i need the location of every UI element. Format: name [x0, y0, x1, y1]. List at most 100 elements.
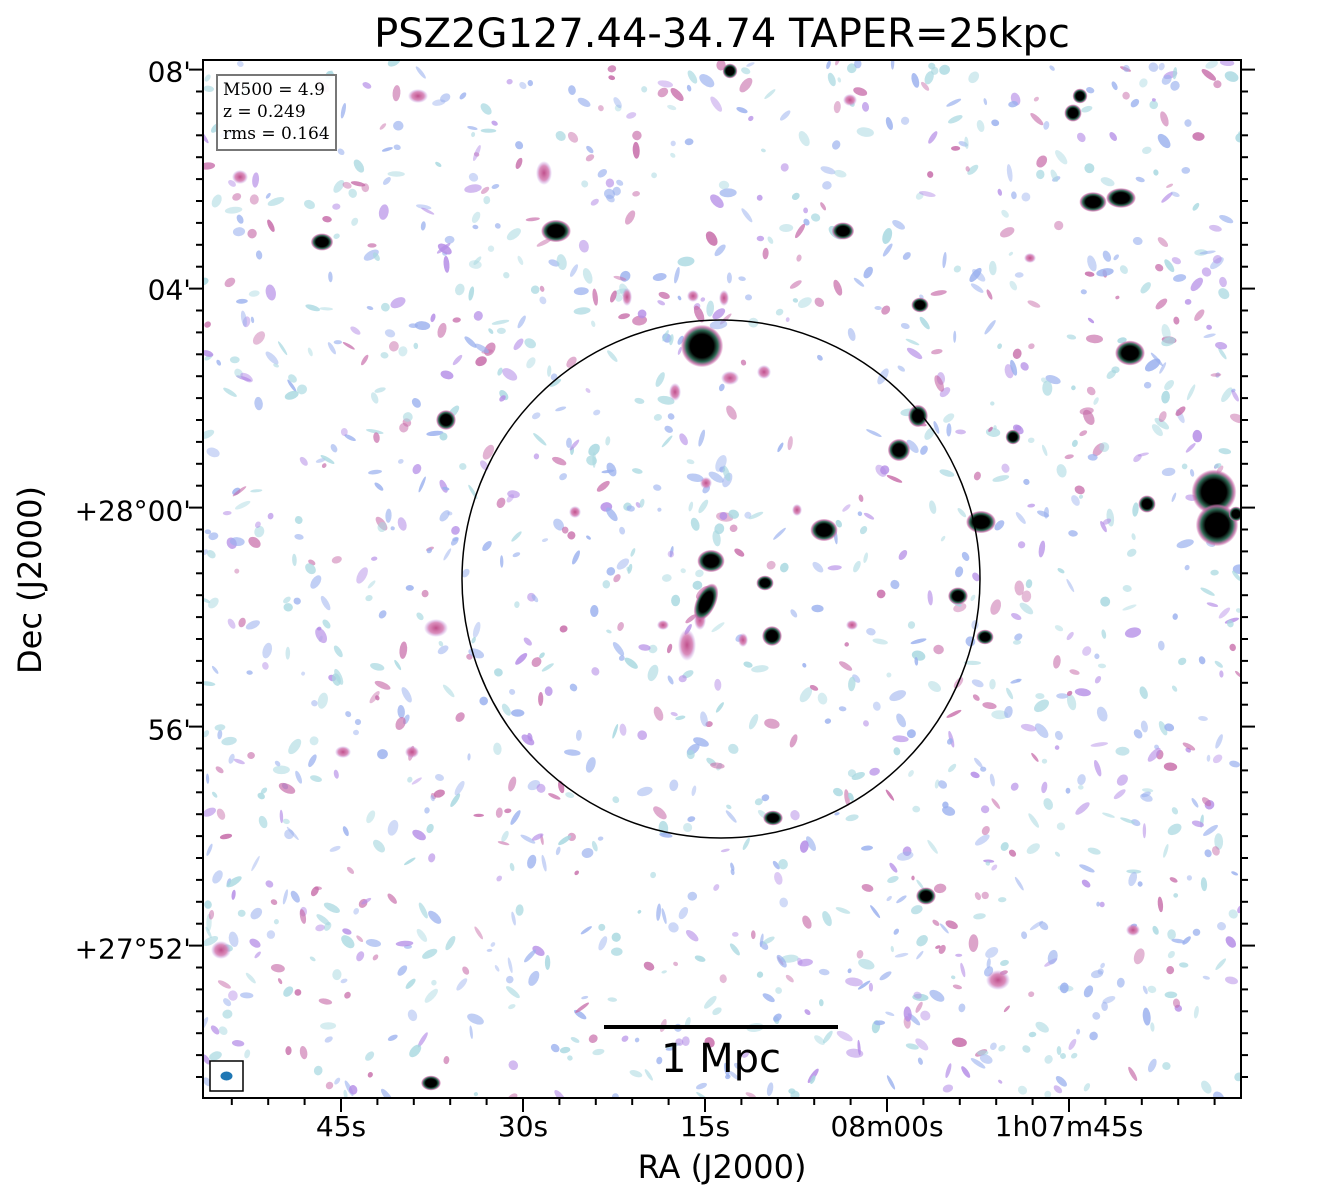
noise-blob	[1225, 936, 1236, 948]
noise-blob	[1044, 1055, 1053, 1064]
noise-blob	[265, 351, 279, 365]
noise-blob	[900, 116, 910, 125]
diffuse-emission	[687, 290, 699, 302]
noise-blob	[221, 736, 237, 746]
noise-blob	[1201, 69, 1217, 81]
noise-blob	[531, 833, 544, 841]
noise-blob	[1192, 202, 1200, 211]
noise-blob	[205, 926, 212, 938]
compact-source	[310, 233, 334, 251]
noise-blob	[1078, 494, 1084, 499]
noise-blob	[327, 342, 336, 355]
noise-blob	[1027, 503, 1036, 508]
noise-blob	[1041, 377, 1047, 383]
noise-blob	[653, 414, 662, 421]
noise-blob	[315, 458, 326, 463]
noise-blob	[887, 876, 899, 883]
noise-blob	[591, 667, 600, 676]
noise-blob	[424, 988, 438, 1003]
noise-blob	[879, 971, 892, 981]
noise-blob	[1184, 119, 1192, 127]
noise-blob	[993, 425, 997, 430]
noise-blob	[1170, 191, 1180, 197]
noise-blob	[938, 944, 946, 954]
noise-blob	[351, 217, 359, 226]
noise-blob	[1000, 842, 1009, 851]
noise-blob	[341, 935, 355, 949]
noise-blob	[329, 845, 341, 852]
noise-blob	[863, 266, 873, 279]
noise-blob	[709, 320, 728, 330]
noise-blob	[539, 652, 545, 659]
noise-blob	[777, 442, 784, 453]
noise-blob	[569, 264, 579, 277]
noise-blob	[558, 835, 572, 846]
noise-blob	[785, 317, 790, 322]
noise-blob	[1215, 958, 1227, 971]
noise-blob	[496, 875, 503, 882]
noise-blob	[1130, 98, 1140, 108]
noise-blob	[1071, 385, 1076, 391]
noise-blob	[1120, 817, 1135, 824]
noise-blob	[629, 1070, 643, 1078]
noise-blob	[992, 475, 1010, 482]
noise-blob	[1081, 105, 1093, 113]
noise-blob	[509, 862, 515, 872]
noise-blob	[1229, 643, 1236, 652]
noise-blob	[761, 794, 770, 802]
noise-blob	[685, 929, 699, 942]
noise-blob	[247, 751, 255, 760]
diffuse-emission	[843, 94, 857, 106]
noise-blob	[1153, 169, 1159, 176]
noise-blob	[342, 181, 352, 189]
noise-blob	[886, 1075, 896, 1090]
noise-blob	[897, 365, 906, 372]
noise-blob	[1214, 463, 1222, 469]
r500-circle	[461, 319, 981, 839]
noise-blob	[426, 547, 433, 554]
noise-blob	[626, 566, 630, 572]
noise-blob	[756, 194, 763, 201]
noise-blob	[1022, 1045, 1031, 1053]
noise-blob	[632, 130, 642, 141]
noise-blob	[586, 535, 591, 540]
noise-blob	[283, 986, 294, 997]
diffuse-emission	[536, 161, 552, 185]
noise-blob	[270, 964, 285, 973]
noise-blob	[1055, 150, 1068, 165]
noise-blob	[720, 848, 730, 853]
noise-blob	[1161, 337, 1176, 347]
noise-blob	[853, 560, 861, 573]
noise-blob	[1100, 177, 1115, 187]
noise-blob	[657, 300, 666, 306]
noise-blob	[1009, 280, 1018, 291]
noise-blob	[573, 287, 589, 296]
noise-blob	[1143, 381, 1152, 389]
noise-blob	[933, 883, 947, 894]
noise-blob	[420, 221, 426, 231]
noise-blob	[674, 267, 680, 284]
noise-blob	[916, 950, 924, 960]
diffuse-emission	[569, 506, 581, 518]
noise-blob	[656, 903, 662, 921]
noise-blob	[547, 365, 552, 377]
noise-blob	[310, 886, 319, 897]
noise-blob	[1162, 1062, 1171, 1070]
noise-blob	[618, 313, 630, 320]
noise-blob	[817, 354, 823, 361]
noise-blob	[602, 580, 611, 589]
noise-blob	[960, 962, 966, 978]
noise-blob	[1028, 991, 1035, 998]
noise-blob	[1089, 1031, 1098, 1041]
noise-blob	[1056, 822, 1066, 831]
noise-blob	[1218, 448, 1232, 455]
noise-blob	[802, 915, 812, 929]
noise-blob	[822, 911, 832, 927]
radio-sources	[310, 63, 1241, 1091]
noise-blob	[1084, 163, 1095, 174]
noise-blob	[443, 548, 452, 561]
noise-blob	[1102, 812, 1115, 818]
noise-blob	[772, 860, 780, 870]
noise-blob	[1128, 1066, 1138, 1082]
noise-blob	[1157, 133, 1171, 149]
